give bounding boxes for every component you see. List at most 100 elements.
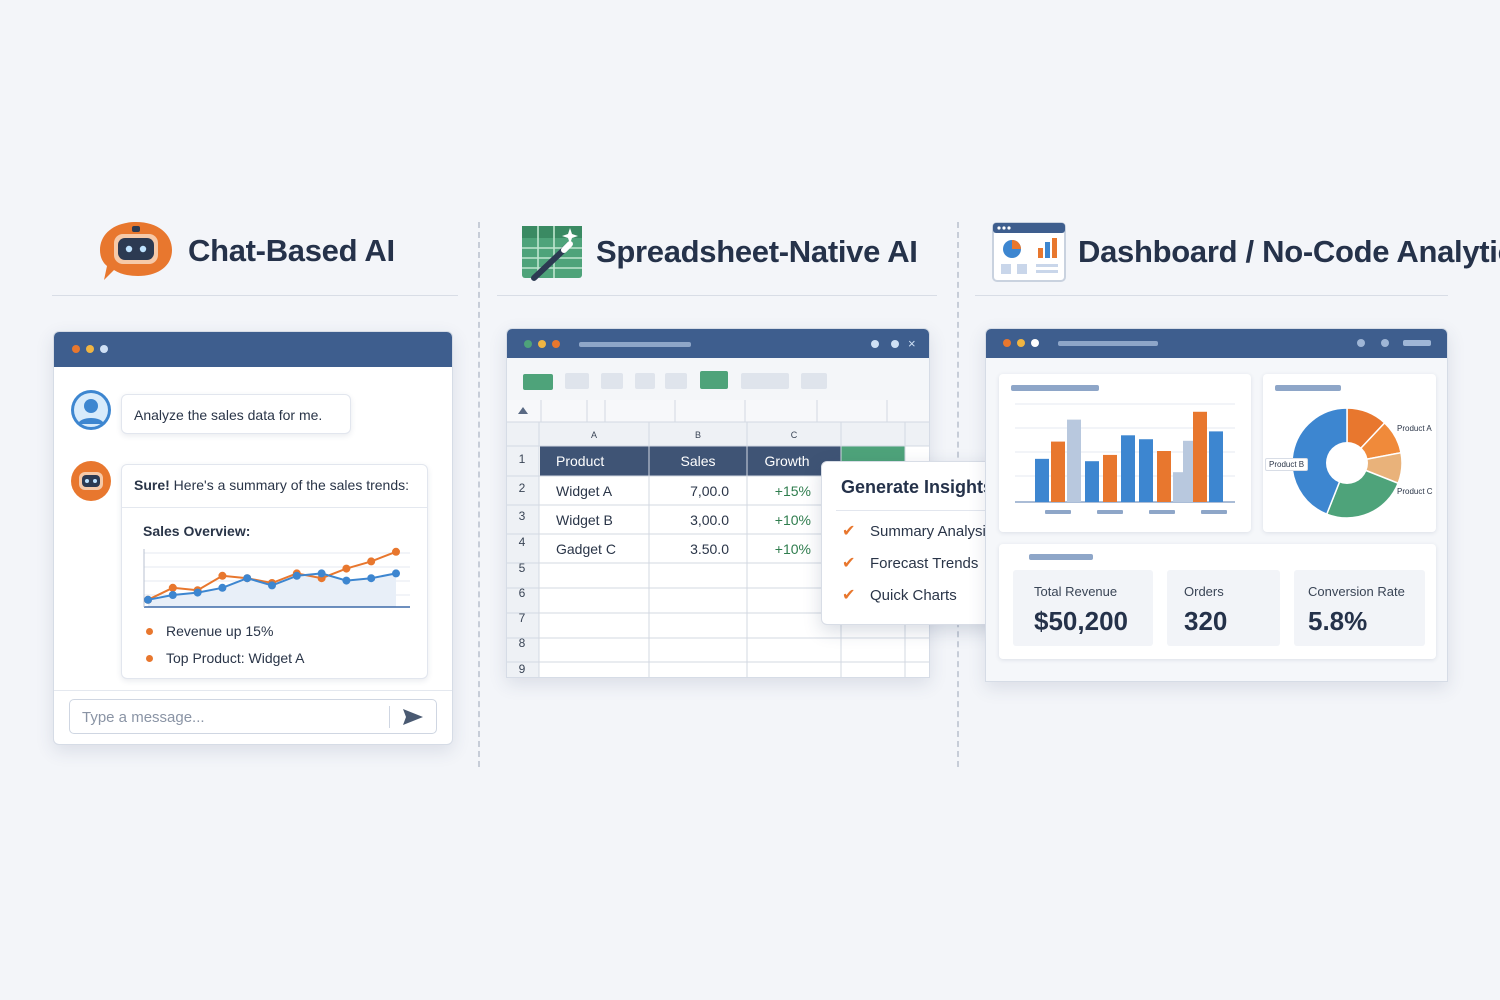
column-header[interactable]: A xyxy=(590,430,597,440)
chat-input-box xyxy=(69,699,437,734)
kpi-title-placeholder xyxy=(1029,554,1093,560)
row-number[interactable]: 2 xyxy=(518,481,526,495)
line-point xyxy=(342,564,351,573)
send-icon[interactable] xyxy=(402,708,424,726)
pie-label-product-a: Product A xyxy=(1397,424,1432,433)
dashboard-window-icon xyxy=(992,222,1066,282)
chat-input-divider xyxy=(54,690,452,691)
line-point xyxy=(218,583,227,592)
cell-sales[interactable]: 3.50.0 xyxy=(690,540,729,557)
window-dot xyxy=(100,345,108,353)
pie-chart xyxy=(1291,407,1403,519)
cell-product[interactable]: Widget A xyxy=(556,482,613,499)
bar-chart xyxy=(1015,403,1235,514)
bar xyxy=(1139,439,1153,502)
header-cell-growth[interactable]: Growth xyxy=(764,453,810,469)
divider xyxy=(975,295,1448,296)
pie-slice xyxy=(1291,407,1348,516)
header-cell-sales[interactable]: Sales xyxy=(680,453,716,469)
row-number[interactable]: 3 xyxy=(518,509,526,523)
toolbar-button[interactable] xyxy=(601,373,623,389)
maximize-button[interactable] xyxy=(891,340,899,348)
dashboard-titlebar xyxy=(986,329,1447,358)
message-input[interactable] xyxy=(82,706,382,728)
popup-divider xyxy=(836,510,1011,511)
pie-center-hole xyxy=(1326,442,1368,484)
chat-heading: Chat-Based AI xyxy=(98,218,395,284)
toolbar-button[interactable] xyxy=(523,374,553,390)
checkmark-icon: ✔ xyxy=(842,555,856,572)
line-point xyxy=(392,569,400,578)
line-chart-series xyxy=(144,547,400,604)
line-point xyxy=(392,547,400,556)
spreadsheet-titlebar: × xyxy=(507,329,929,358)
pie-label-product-b: Product B xyxy=(1265,458,1309,471)
row-number[interactable]: 8 xyxy=(518,636,526,650)
toolbar-button[interactable] xyxy=(700,371,728,389)
bar xyxy=(1067,419,1081,502)
line-point xyxy=(268,581,276,590)
user-avatar-icon xyxy=(71,390,111,430)
insight-option-label: Quick Charts xyxy=(870,586,957,604)
insight-option-summary[interactable]: ✔ Summary Analysis xyxy=(842,521,993,541)
cell-product[interactable]: Widget B xyxy=(556,511,613,528)
line-point xyxy=(367,574,376,583)
chat-window: Analyze the sales data for me. Sure! Her… xyxy=(53,331,453,745)
user-message: Analyze the sales data for me. xyxy=(121,394,351,434)
toolbar-button[interactable] xyxy=(801,373,827,389)
row-number[interactable]: 6 xyxy=(518,586,526,600)
line-point xyxy=(367,557,376,566)
column-header[interactable]: B xyxy=(694,430,701,440)
dashboard-window: Product A Product B Product C Total Reve… xyxy=(985,328,1448,682)
row-number[interactable]: 5 xyxy=(518,561,526,575)
line-point xyxy=(218,571,227,580)
row-number[interactable]: 1 xyxy=(518,452,526,466)
insight-option-charts[interactable]: ✔ Quick Charts xyxy=(842,585,957,605)
toolbar-button[interactable] xyxy=(665,373,687,389)
cell-sales[interactable]: 3,00.0 xyxy=(690,511,729,528)
window-control[interactable] xyxy=(1381,339,1389,347)
cell-sales[interactable]: 7,00.0 xyxy=(690,482,729,499)
cell-product[interactable]: Gadget C xyxy=(556,540,616,557)
cell-growth[interactable]: +10% xyxy=(774,511,811,528)
menu-bar-icon[interactable] xyxy=(1403,340,1431,346)
window-control[interactable] xyxy=(1357,339,1365,347)
bullet-dot xyxy=(146,627,153,635)
checkmark-icon: ✔ xyxy=(842,523,856,540)
insight-option-label: Forecast Trends xyxy=(870,554,979,572)
line-point xyxy=(243,574,252,583)
kpi-value: $50,200 xyxy=(1034,606,1128,636)
close-icon[interactable]: × xyxy=(908,336,916,351)
pie-chart-panel: Product A Product B Product C xyxy=(1263,374,1436,532)
title-placeholder-bar xyxy=(579,342,691,347)
spreadsheet-window: × xyxy=(506,328,930,678)
row-number[interactable]: 9 xyxy=(518,662,526,676)
bullet-dot xyxy=(146,654,153,662)
line-point xyxy=(292,571,301,580)
bar-chart-title-placeholder xyxy=(1011,385,1099,391)
toolbar-button[interactable] xyxy=(741,373,789,389)
toolbar-button[interactable] xyxy=(565,373,589,389)
kpi-value: 320 xyxy=(1184,606,1228,636)
bar xyxy=(1051,441,1065,502)
input-divider xyxy=(389,706,390,728)
kpi-label: Total Revenue xyxy=(1034,584,1118,599)
line-point xyxy=(342,576,351,585)
line-point xyxy=(193,588,202,597)
toolbar xyxy=(507,358,929,400)
column-header[interactable]: C xyxy=(790,430,798,440)
row-number[interactable]: 7 xyxy=(518,611,526,625)
toolbar-button[interactable] xyxy=(635,373,655,389)
cell-growth[interactable]: +15% xyxy=(774,482,811,499)
row-number[interactable]: 4 xyxy=(518,535,526,549)
bar-series xyxy=(1035,411,1223,502)
insight-option-forecast[interactable]: ✔ Forecast Trends xyxy=(842,553,978,573)
minimize-button[interactable] xyxy=(871,340,879,348)
bar xyxy=(1209,431,1223,502)
insight-option-label: Summary Analysis xyxy=(870,522,994,540)
spreadsheet-heading: Spreadsheet-Native AI xyxy=(520,222,918,282)
bar xyxy=(1157,451,1171,502)
cell-growth[interactable]: +10% xyxy=(774,540,811,557)
bar xyxy=(1121,435,1135,502)
header-cell-product[interactable]: Product xyxy=(556,453,605,469)
